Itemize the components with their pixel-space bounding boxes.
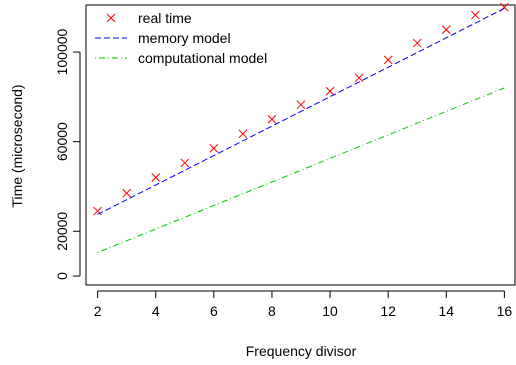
x-tick-label: 6 bbox=[210, 303, 218, 319]
x-tick-label: 10 bbox=[322, 303, 338, 319]
data-point-stroke bbox=[354, 73, 364, 83]
data-point-stroke bbox=[383, 55, 393, 65]
data-point bbox=[325, 86, 335, 96]
y-tick-label: 0 bbox=[54, 272, 70, 280]
data-point bbox=[354, 73, 364, 83]
series-line-computational-model bbox=[97, 87, 505, 253]
data-point-stroke bbox=[441, 25, 451, 34]
x-tick-label: 12 bbox=[380, 303, 396, 319]
data-point-stroke bbox=[180, 158, 190, 168]
y-tick-label: 20000 bbox=[54, 212, 70, 251]
y-tick-label: 100000 bbox=[54, 28, 70, 75]
data-point bbox=[412, 38, 422, 48]
data-point-stroke bbox=[325, 86, 335, 96]
legend-marker bbox=[106, 13, 116, 23]
data-point-stroke bbox=[151, 173, 161, 182]
data-point bbox=[267, 114, 277, 124]
x-tick-label: 14 bbox=[438, 303, 454, 319]
data-point bbox=[93, 206, 102, 216]
data-point bbox=[122, 188, 132, 198]
x-tick-label: 4 bbox=[152, 303, 160, 319]
legend-item: memory model bbox=[95, 30, 231, 46]
series-layer bbox=[93, 2, 509, 253]
data-point bbox=[209, 144, 219, 153]
data-point bbox=[238, 129, 248, 139]
data-point-stroke bbox=[209, 144, 219, 153]
data-point bbox=[296, 100, 306, 110]
series-line-memory-model bbox=[97, 7, 505, 215]
data-point-stroke bbox=[267, 114, 277, 124]
data-point bbox=[383, 55, 393, 65]
data-point bbox=[180, 158, 190, 168]
legend: real time memory model computational model bbox=[95, 10, 267, 66]
data-point-stroke bbox=[470, 10, 480, 20]
x-tick-label: 8 bbox=[268, 303, 276, 319]
legend-label: computational model bbox=[138, 50, 267, 66]
y-tick-label: 60000 bbox=[54, 122, 70, 161]
legend-item: computational model bbox=[95, 50, 267, 66]
x-tick-label: 2 bbox=[94, 303, 102, 319]
data-point-stroke bbox=[412, 38, 422, 48]
legend-item: real time bbox=[106, 10, 192, 26]
data-point bbox=[151, 173, 161, 182]
axes: 2 4 6 8 10 12 14 16 0 20000 60000 100000 bbox=[54, 4, 516, 319]
legend-label: real time bbox=[138, 10, 192, 26]
data-point-stroke bbox=[122, 188, 132, 198]
legend-label: memory model bbox=[138, 30, 231, 46]
data-point-stroke bbox=[296, 100, 306, 110]
data-point-stroke bbox=[238, 129, 248, 139]
data-point bbox=[441, 25, 451, 34]
y-axis-label: Time (microsecond) bbox=[9, 84, 25, 207]
x-tick-label: 16 bbox=[497, 303, 513, 319]
x-axis-label: Frequency divisor bbox=[246, 343, 357, 359]
data-point-stroke bbox=[93, 206, 102, 216]
plot-frame bbox=[85, 4, 516, 286]
data-point bbox=[470, 10, 480, 20]
